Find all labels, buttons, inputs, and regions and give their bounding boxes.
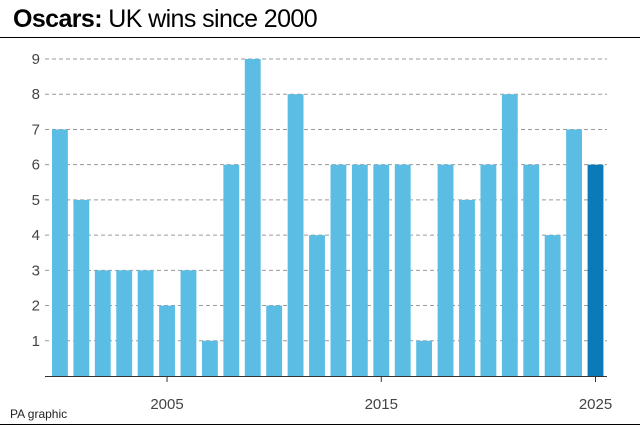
x-tick-labels: 2005 2015 2025 bbox=[150, 376, 612, 413]
bar-2023 bbox=[544, 235, 561, 376]
bar-2013 bbox=[330, 164, 347, 376]
y-tick-label-1: 1 bbox=[32, 333, 40, 350]
bar-2018 bbox=[437, 164, 454, 376]
chart-title-rest: UK wins since 2000 bbox=[101, 5, 318, 33]
bar-2025 bbox=[587, 164, 604, 376]
bar-2016 bbox=[394, 164, 411, 376]
y-tick-label-6: 6 bbox=[32, 157, 40, 174]
bar-2011 bbox=[287, 94, 304, 376]
bar-2014 bbox=[351, 164, 368, 376]
bar-2022 bbox=[523, 164, 540, 376]
bar-2003 bbox=[116, 270, 133, 376]
bar-2021 bbox=[501, 94, 518, 376]
bar-2012 bbox=[309, 235, 325, 376]
bar-2000 bbox=[52, 129, 68, 376]
x-tick-label-2025: 2025 bbox=[579, 396, 612, 413]
bar-2004 bbox=[137, 270, 154, 376]
bar-2015 bbox=[373, 164, 390, 376]
y-tick-label-2: 2 bbox=[32, 298, 40, 315]
x-tick-label-2005: 2005 bbox=[150, 396, 183, 413]
bar-2002 bbox=[94, 270, 111, 376]
bar-2009 bbox=[244, 59, 261, 376]
y-tick-label-5: 5 bbox=[32, 192, 40, 209]
bar-2010 bbox=[266, 305, 283, 376]
bar-2017 bbox=[416, 340, 433, 376]
bar-2019 bbox=[459, 199, 475, 376]
bar-2007 bbox=[201, 340, 218, 376]
bar-2020 bbox=[480, 164, 497, 376]
bars bbox=[52, 59, 604, 376]
title-rule bbox=[0, 37, 640, 38]
y-tick-label-4: 4 bbox=[32, 227, 40, 244]
y-tick-labels: 1 2 3 4 5 6 7 8 9 bbox=[32, 51, 40, 350]
bar-2001 bbox=[73, 199, 90, 376]
source-credit: PA graphic bbox=[10, 407, 68, 421]
bar-2024 bbox=[566, 129, 583, 376]
x-tick-label-2015: 2015 bbox=[365, 396, 398, 413]
bar-2006 bbox=[180, 270, 197, 376]
y-tick-label-8: 8 bbox=[32, 86, 40, 103]
bar-2005 bbox=[159, 305, 175, 376]
chart-title-bold: Oscars: bbox=[13, 5, 103, 33]
footer-rule bbox=[0, 424, 640, 425]
y-tick-label-7: 7 bbox=[32, 121, 40, 138]
y-tick-label-9: 9 bbox=[32, 51, 40, 68]
chart-title: Oscars: UK wins since 2000 bbox=[13, 4, 318, 34]
y-tick-label-3: 3 bbox=[32, 262, 40, 279]
bar-2008 bbox=[223, 164, 240, 376]
